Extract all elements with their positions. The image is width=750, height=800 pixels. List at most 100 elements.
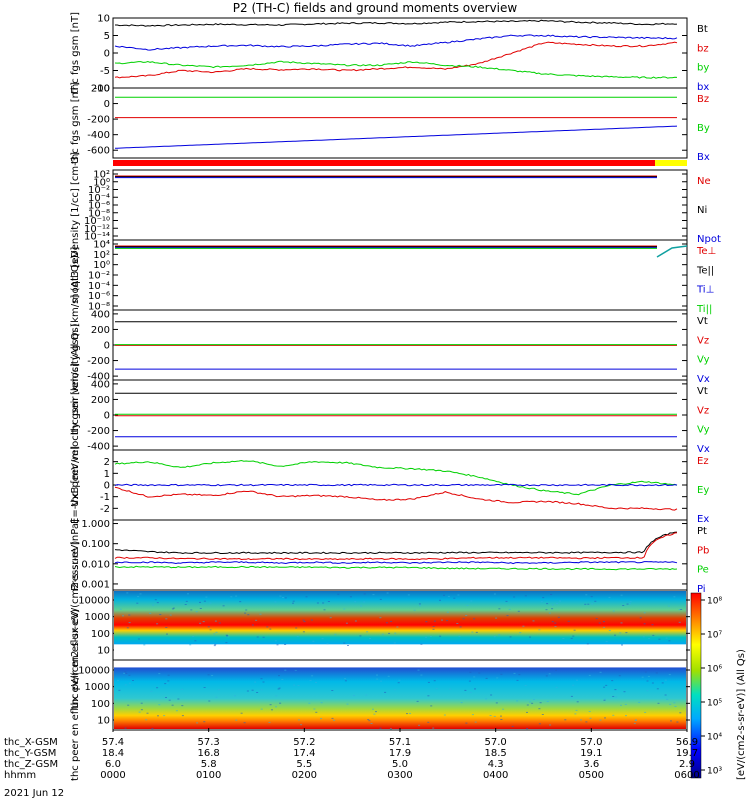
spectrogram-pixel (668, 640, 671, 642)
y-axis-label: thc fgs gsm [nT] (70, 12, 81, 94)
spectrogram-pixel (214, 620, 217, 622)
spectrogram-pixel (418, 603, 421, 605)
spectrogram-pixel (152, 604, 155, 606)
spectrogram-pixel (529, 701, 532, 703)
x-axis-row-label: thc_X-GSM (4, 737, 58, 748)
spectrogram-pixel (251, 624, 254, 626)
spectrogram-pixel (393, 642, 396, 644)
y-tick-label: 10⁻¹⁰ (84, 216, 110, 227)
spectrogram-pixel (603, 621, 605, 623)
spectrogram-pixel (643, 612, 646, 614)
spectrogram-pixel (199, 622, 202, 624)
spectrogram-pixel (425, 636, 428, 638)
spectrogram-pixel (614, 689, 617, 691)
spectrogram-pixel (673, 702, 676, 704)
spectrogram-pixel (524, 684, 527, 686)
spectrogram-pixel (608, 630, 611, 631)
spectrogram-pixel (368, 720, 371, 722)
spectrogram-pixel (586, 643, 589, 645)
spectrogram-pixel (203, 721, 206, 723)
y-axis-label: thc peir velocity gsm [km/s] (All Qs) (70, 255, 81, 435)
y-tick-label: -200 (87, 426, 110, 437)
spectrogram-pixel (225, 634, 228, 636)
spectrogram-pixel (407, 594, 410, 596)
series-line-Ex (114, 483, 678, 487)
spectrogram-pixel (309, 679, 312, 681)
spectrogram-pixel (165, 627, 168, 628)
spectrogram-pixel (244, 612, 247, 614)
spectrogram-pixel (376, 674, 378, 676)
spectrogram-pixel (564, 719, 567, 721)
spectrogram-pixel (656, 688, 659, 690)
spectrogram-pixel (222, 605, 225, 607)
spectrogram-pixel (323, 609, 326, 611)
spectrogram-pixel (353, 695, 355, 696)
spectrogram-pixel (511, 725, 514, 727)
spectrogram-pixel (381, 633, 384, 635)
spectrogram-pixel (573, 629, 576, 631)
spectrogram-pixel (128, 614, 131, 616)
spectrogram-pixel (674, 706, 677, 707)
spectrogram-pixel (375, 711, 377, 713)
x-axis-value: 0000 (100, 770, 125, 781)
spectrogram-pixel (489, 715, 492, 716)
spectrogram-pixel (443, 594, 445, 596)
spectrogram-pixel (247, 614, 250, 616)
spectrogram-pixel (293, 684, 296, 686)
spectrogram-pixel (506, 615, 509, 617)
spectrogram-pixel (347, 645, 349, 646)
spectrogram-pixel (470, 600, 473, 602)
spectrogram-pixel (235, 719, 238, 721)
spectrogram-pixel (166, 682, 169, 684)
series-line-Pb (114, 532, 678, 561)
spectrogram-pixel (277, 688, 280, 690)
x-axis-value: 0200 (292, 770, 317, 781)
spectrogram-pixel (433, 620, 436, 622)
spectrogram-pixel (190, 609, 193, 611)
legend-entry: Ne (697, 176, 711, 187)
spectrogram-pixel (429, 636, 432, 637)
y-tick-label: -10 (94, 84, 110, 95)
spectrogram-pixel (284, 669, 287, 671)
spectrogram-pixel (643, 623, 646, 625)
y-tick-label: 10⁻⁶ (88, 291, 110, 302)
spectrogram-pixel (598, 622, 601, 624)
y-tick-label: 10⁰ (93, 177, 110, 188)
series-line-bz (114, 41, 678, 79)
spectrogram-pixel (673, 596, 676, 598)
spectrogram-pixel (274, 640, 277, 642)
spectrogram-pixel (372, 708, 374, 710)
y-tick-label: -1 (100, 492, 110, 503)
y-tick-label: 1 (104, 469, 110, 480)
spectrogram-pixel (202, 621, 205, 623)
spectrogram-pixel (647, 675, 650, 677)
spectrogram-pixel (526, 704, 529, 706)
spectrogram-pixel (349, 596, 352, 598)
spectrogram-pixel (657, 702, 660, 704)
spectrogram-pixel (344, 680, 347, 682)
spectrogram-pixel (548, 612, 551, 614)
spectrogram-pixel (168, 699, 171, 701)
spectrogram-pixel (128, 622, 131, 624)
spectrogram-pixel (626, 603, 629, 605)
spectrogram-pixel (215, 631, 218, 633)
legend-entry: Te|| (696, 265, 714, 276)
y-tick-label: 0 (104, 99, 110, 110)
spectrogram-pixel (259, 613, 262, 615)
spectrogram-pixel (373, 713, 376, 715)
spectrogram-pixel (628, 603, 631, 605)
y-tick-label: 10 (97, 716, 110, 727)
y-tick-label: 2 (104, 457, 110, 468)
spectrogram-pixel (500, 719, 503, 720)
spectrogram-pixel (474, 721, 477, 723)
spectrogram-pixel (538, 723, 541, 725)
y-tick-label: -600 (87, 146, 110, 157)
colorbar-gradient (690, 592, 702, 779)
spectrogram-pixel (262, 636, 265, 638)
spectrogram-pixel (235, 595, 238, 597)
x-axis-value: 3.6 (583, 759, 599, 770)
spectrogram-pixel (167, 674, 170, 676)
spectrogram-pixel (418, 724, 421, 726)
x-axis-value: 0400 (483, 770, 508, 781)
